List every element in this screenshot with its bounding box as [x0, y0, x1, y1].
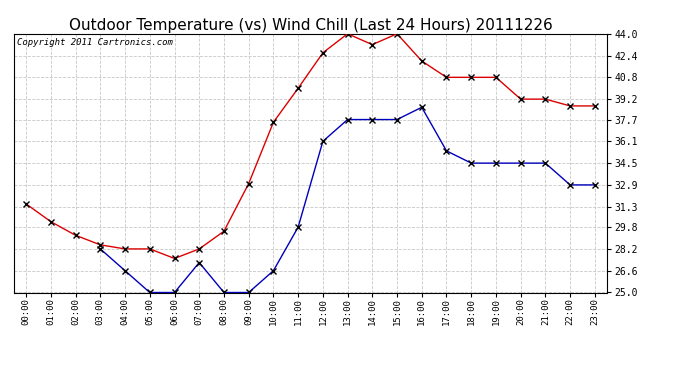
Text: Copyright 2011 Cartronics.com: Copyright 2011 Cartronics.com: [17, 38, 172, 46]
Title: Outdoor Temperature (vs) Wind Chill (Last 24 Hours) 20111226: Outdoor Temperature (vs) Wind Chill (Las…: [68, 18, 553, 33]
